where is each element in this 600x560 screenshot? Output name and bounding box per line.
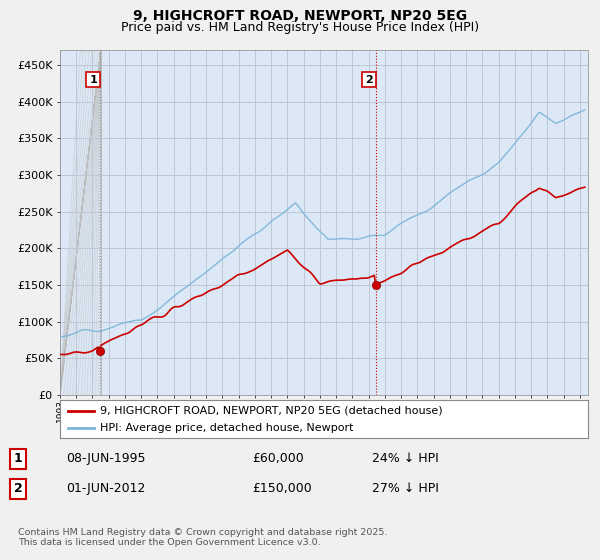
Text: 01-JUN-2012: 01-JUN-2012 — [66, 482, 145, 496]
Text: 24% ↓ HPI: 24% ↓ HPI — [372, 452, 439, 465]
Bar — [60, 50, 101, 395]
Text: 08-JUN-1995: 08-JUN-1995 — [66, 452, 146, 465]
Text: 9, HIGHCROFT ROAD, NEWPORT, NP20 5EG (detached house): 9, HIGHCROFT ROAD, NEWPORT, NP20 5EG (de… — [100, 405, 442, 416]
Text: 9, HIGHCROFT ROAD, NEWPORT, NP20 5EG: 9, HIGHCROFT ROAD, NEWPORT, NP20 5EG — [133, 9, 467, 23]
Text: Contains HM Land Registry data © Crown copyright and database right 2025.
This d: Contains HM Land Registry data © Crown c… — [18, 528, 388, 547]
Text: £60,000: £60,000 — [252, 452, 304, 465]
Text: 1: 1 — [14, 452, 22, 465]
Text: 27% ↓ HPI: 27% ↓ HPI — [372, 482, 439, 496]
Text: £150,000: £150,000 — [252, 482, 312, 496]
Text: 2: 2 — [14, 482, 22, 496]
Text: 2: 2 — [365, 74, 373, 85]
Text: HPI: Average price, detached house, Newport: HPI: Average price, detached house, Newp… — [100, 423, 353, 433]
Text: Price paid vs. HM Land Registry's House Price Index (HPI): Price paid vs. HM Land Registry's House … — [121, 21, 479, 34]
Text: 1: 1 — [89, 74, 97, 85]
